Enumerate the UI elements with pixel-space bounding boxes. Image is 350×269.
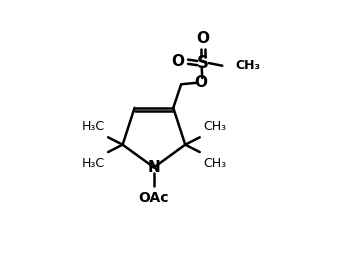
Text: CH₃: CH₃ (203, 119, 226, 133)
Text: O: O (197, 31, 210, 46)
Text: CH₃: CH₃ (236, 59, 260, 72)
Text: N: N (148, 160, 160, 175)
Text: O: O (171, 54, 184, 69)
Text: H₃C: H₃C (82, 157, 105, 170)
Text: O: O (195, 75, 208, 90)
Text: CH₃: CH₃ (203, 157, 226, 170)
Text: H₃C: H₃C (82, 119, 105, 133)
Text: S: S (197, 54, 209, 72)
Text: OAc: OAc (139, 191, 169, 205)
